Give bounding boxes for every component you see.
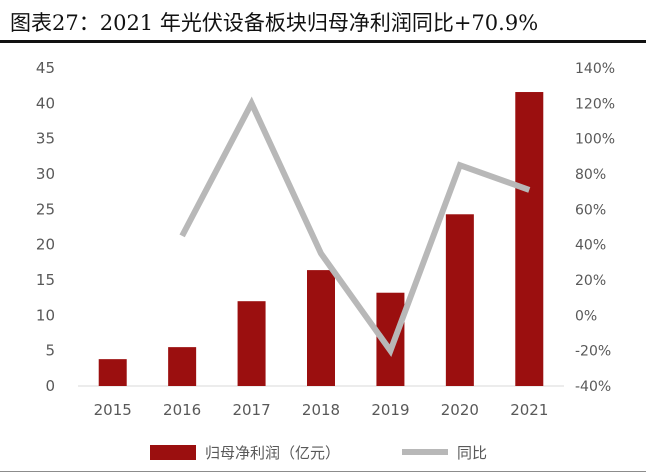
line-series bbox=[179, 96, 531, 357]
left-y-tick-label: 20 bbox=[36, 236, 55, 254]
left-y-tick-label: 0 bbox=[45, 377, 55, 395]
right-y-tick-label: 60% bbox=[575, 202, 606, 218]
right-y-tick-label: 100% bbox=[575, 132, 615, 148]
left-y-tick-label: 35 bbox=[36, 130, 55, 148]
bar bbox=[168, 347, 197, 386]
x-tick-label: 2021 bbox=[510, 401, 548, 419]
left-y-axis: 0 5 10 15 20 25 30 35 40 45 bbox=[36, 59, 55, 395]
legend-line-label: 同比 bbox=[457, 444, 487, 462]
right-y-tick-label: 120% bbox=[575, 96, 615, 112]
bar bbox=[307, 270, 335, 386]
right-y-tick-label: -40% bbox=[575, 379, 611, 395]
legend-bar-swatch bbox=[150, 445, 196, 460]
left-y-tick-label: 5 bbox=[45, 342, 55, 360]
bottom-rule bbox=[0, 471, 646, 472]
left-y-tick-label: 45 bbox=[36, 59, 55, 77]
x-tick-label: 2019 bbox=[371, 401, 409, 419]
legend: 归母净利润（亿元） 同比 bbox=[150, 444, 487, 462]
left-y-tick-label: 40 bbox=[36, 94, 55, 112]
x-tick-label: 2016 bbox=[163, 401, 201, 419]
left-y-tick-label: 15 bbox=[36, 271, 55, 289]
right-y-tick-label: 20% bbox=[575, 273, 606, 289]
chart-title: 图表27：2021 年光伏设备板块归母净利润同比+70.9% bbox=[10, 11, 539, 35]
right-y-tick-label: -20% bbox=[575, 344, 611, 360]
x-tick-label: 2020 bbox=[441, 401, 479, 419]
left-y-tick-label: 30 bbox=[36, 165, 55, 183]
x-axis-labels: 2015 2016 2017 2018 2019 2020 2021 bbox=[94, 401, 549, 419]
bar bbox=[237, 301, 266, 386]
right-y-tick-label: 80% bbox=[575, 167, 606, 183]
bar-series bbox=[98, 92, 544, 386]
legend-bar-label: 归母净利润（亿元） bbox=[205, 444, 340, 462]
bar bbox=[445, 214, 474, 386]
title-underline bbox=[0, 40, 646, 43]
right-y-axis: -40% -20% 0% 20% 40% 60% 80% 100% 120% 140% bbox=[575, 61, 615, 395]
x-tick-label: 2018 bbox=[302, 401, 340, 419]
right-y-tick-label: 140% bbox=[575, 61, 615, 77]
x-tick-label: 2015 bbox=[94, 401, 132, 419]
left-y-tick-label: 25 bbox=[36, 200, 55, 218]
left-y-tick-label: 10 bbox=[36, 306, 55, 324]
yoy-line bbox=[179, 96, 531, 357]
right-y-tick-label: 40% bbox=[575, 238, 606, 254]
right-y-tick-label: 0% bbox=[575, 308, 597, 324]
bar bbox=[98, 359, 127, 386]
x-tick-label: 2017 bbox=[232, 401, 270, 419]
bar bbox=[515, 92, 544, 386]
